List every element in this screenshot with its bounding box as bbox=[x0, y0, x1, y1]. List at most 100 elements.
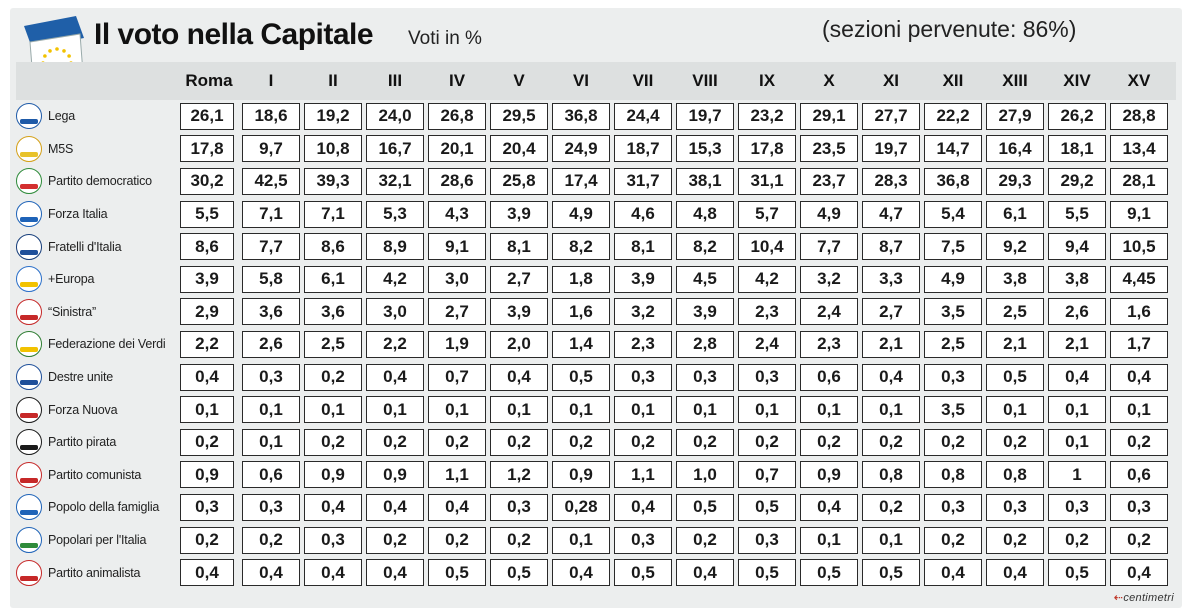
municipio-value: 17,8 bbox=[738, 135, 796, 163]
municipio-value: 15,3 bbox=[676, 135, 734, 163]
municipio-value: 2,2 bbox=[366, 330, 424, 358]
municipio-value: 10,5 bbox=[1110, 233, 1168, 261]
value-cell: 0,9 bbox=[364, 459, 426, 492]
municipio-value: 0,4 bbox=[428, 493, 486, 521]
value-cell: 3,6 bbox=[302, 296, 364, 329]
municipio-value: 0,4 bbox=[614, 493, 672, 521]
municipio-value: 19,2 bbox=[304, 102, 362, 130]
credit-text: centimetri bbox=[1123, 592, 1174, 604]
municipio-value: 2,5 bbox=[924, 330, 982, 358]
value-cell: 14,7 bbox=[922, 133, 984, 166]
municipio-value: 2,7 bbox=[428, 298, 486, 326]
value-cell: 26,8 bbox=[426, 100, 488, 133]
value-cell: 0,1 bbox=[1046, 393, 1108, 426]
municipio-value: 2,7 bbox=[862, 298, 920, 326]
municipio-value: 0,2 bbox=[862, 493, 920, 521]
municipio-value: 24,4 bbox=[614, 102, 672, 130]
value-cell: 7,5 bbox=[922, 230, 984, 263]
roma-value: 5,5 bbox=[180, 200, 234, 228]
municipio-value: 0,9 bbox=[366, 461, 424, 489]
value-cell: 30,2 bbox=[178, 165, 240, 198]
municipio-value: 5,3 bbox=[366, 200, 424, 228]
table-row: Lega 26,1 18,6 19,2 24,0 26,8 29,5 36,8 24,4 19,7… bbox=[16, 100, 1170, 133]
party-logo-stripe bbox=[20, 151, 38, 157]
municipio-value: 0,2 bbox=[304, 428, 362, 456]
municipio-value: 7,5 bbox=[924, 233, 982, 261]
value-cell: 29,2 bbox=[1046, 165, 1108, 198]
municipio-value: 2,5 bbox=[304, 330, 362, 358]
value-cell: 39,3 bbox=[302, 165, 364, 198]
value-cell: 3,6 bbox=[240, 296, 302, 329]
municipio-value: 0,3 bbox=[1110, 493, 1168, 521]
party: Partito pirata bbox=[16, 426, 178, 458]
party-cell: Lega bbox=[16, 100, 178, 133]
municipio-value: 2,4 bbox=[800, 298, 858, 326]
value-cell: 24,9 bbox=[550, 133, 612, 166]
value-cell: 0,2 bbox=[240, 524, 302, 557]
value-cell: 28,8 bbox=[1108, 100, 1170, 133]
municipio-value: 0,2 bbox=[366, 526, 424, 554]
municipio-value: 2,1 bbox=[986, 330, 1044, 358]
value-cell: 2,3 bbox=[612, 328, 674, 361]
municipio-value: 4,9 bbox=[924, 265, 982, 293]
value-cell: 3,3 bbox=[860, 263, 922, 296]
value-cell: 26,1 bbox=[178, 100, 240, 133]
value-cell: 3,8 bbox=[1046, 263, 1108, 296]
value-cell: 0,2 bbox=[1108, 524, 1170, 557]
party-name: “Sinistra” bbox=[48, 304, 97, 319]
value-cell: 1,7 bbox=[1108, 328, 1170, 361]
municipio-value: 29,1 bbox=[800, 102, 858, 130]
municipio-value: 0,4 bbox=[552, 559, 610, 587]
party-name: M5S bbox=[48, 141, 74, 156]
value-cell: 9,1 bbox=[1108, 198, 1170, 231]
value-cell: 29,3 bbox=[984, 165, 1046, 198]
value-cell: 0,9 bbox=[302, 459, 364, 492]
value-cell: 3,0 bbox=[426, 263, 488, 296]
value-cell: 4,2 bbox=[736, 263, 798, 296]
municipio-value: 8,1 bbox=[490, 233, 548, 261]
municipio-value: 0,2 bbox=[304, 363, 362, 391]
municipio-value: 0,3 bbox=[924, 493, 982, 521]
value-cell: 0,4 bbox=[798, 491, 860, 524]
party-cell: Forza Nuova bbox=[16, 393, 178, 426]
value-cell: 0,1 bbox=[1108, 393, 1170, 426]
municipio-value: 0,2 bbox=[924, 526, 982, 554]
party-logo-icon bbox=[16, 396, 42, 423]
municipio-value: 4,2 bbox=[366, 265, 424, 293]
value-cell: 36,8 bbox=[550, 100, 612, 133]
value-cell: 0,3 bbox=[240, 491, 302, 524]
value-cell: 2,1 bbox=[1046, 328, 1108, 361]
municipio-value: 3,8 bbox=[1048, 265, 1106, 293]
party-cell: Partito animalista bbox=[16, 556, 178, 589]
municipio-value: 0,8 bbox=[862, 461, 920, 489]
value-cell: 0,8 bbox=[984, 459, 1046, 492]
municipio-value: 0,3 bbox=[490, 493, 548, 521]
municipio-value: 0,5 bbox=[1048, 559, 1106, 587]
municipio-value: 0,2 bbox=[242, 526, 300, 554]
municipio-value: 24,9 bbox=[552, 135, 610, 163]
roma-value: 2,9 bbox=[180, 298, 234, 326]
value-cell: 24,0 bbox=[364, 100, 426, 133]
value-cell: 5,3 bbox=[364, 198, 426, 231]
roma-value: 0,2 bbox=[180, 428, 234, 456]
value-cell: 26,2 bbox=[1046, 100, 1108, 133]
value-cell: 16,7 bbox=[364, 133, 426, 166]
value-cell: 0,2 bbox=[674, 524, 736, 557]
sections-counted: (sezioni pervenute: 86%) bbox=[822, 16, 1077, 42]
party-logo-icon bbox=[16, 135, 42, 162]
party-name: Forza Nuova bbox=[48, 402, 118, 417]
municipio-value: 0,3 bbox=[924, 363, 982, 391]
value-cell: 5,7 bbox=[736, 198, 798, 231]
value-cell: 0,4 bbox=[674, 556, 736, 589]
value-cell: 0,6 bbox=[1108, 459, 1170, 492]
municipio-value: 27,9 bbox=[986, 102, 1044, 130]
value-cell: 4,9 bbox=[550, 198, 612, 231]
party: Partito animalista bbox=[16, 557, 178, 589]
value-cell: 0,2 bbox=[860, 491, 922, 524]
party-cell: M5S bbox=[16, 133, 178, 166]
value-cell: 0,5 bbox=[984, 361, 1046, 394]
municipio-value: 22,2 bbox=[924, 102, 982, 130]
municipio-value: 0,6 bbox=[800, 363, 858, 391]
municipio-value: 1,4 bbox=[552, 330, 610, 358]
value-cell: 3,9 bbox=[178, 263, 240, 296]
